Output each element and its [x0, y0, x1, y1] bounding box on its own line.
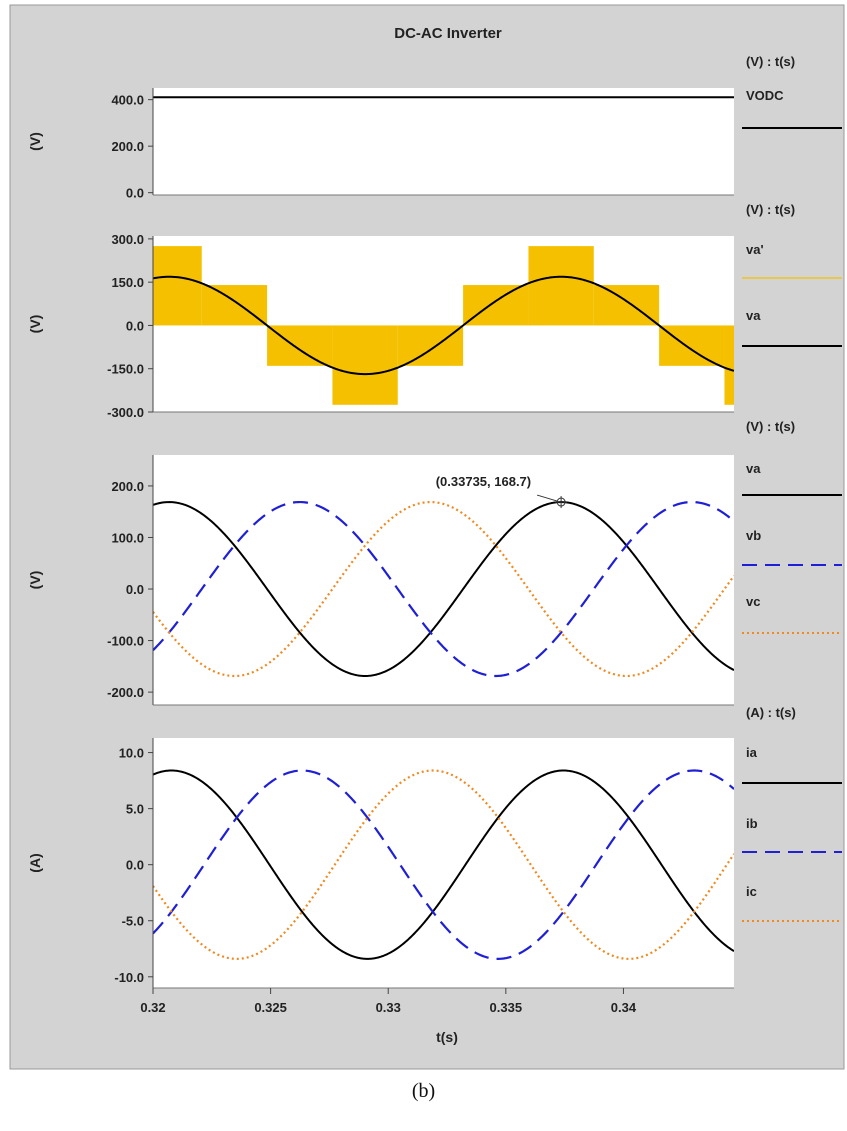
series-line-va: [153, 501, 734, 677]
figure-caption: (b): [411, 1080, 436, 1102]
y-axis-label: (V): [27, 132, 43, 151]
panel-4: 10.0 5.0 0.0 -5.0 -10.0 (A) (A) : t(s) ia ib ic 0.…: [27, 705, 842, 1045]
x-tick-label: 0.32: [140, 1000, 165, 1015]
pwm-band-segment: [201, 285, 268, 326]
legend-label-va-prime: va': [746, 242, 764, 257]
y-tick-label: -100.0: [107, 634, 144, 649]
panel-3: 200.0 100.0 0.0 -100.0 -200.0 (V) (V) : t(s) va…: [27, 419, 842, 706]
y-tick-label: -150.0: [107, 362, 144, 377]
annotation-leader: [536, 494, 558, 502]
y-tick-label: -10.0: [114, 970, 144, 985]
plot-layer: [153, 246, 734, 405]
pwm-band-segment: [463, 285, 529, 326]
pwm-band-segment: [332, 325, 398, 405]
y-axis-label: (V): [27, 571, 43, 590]
y-tick-label: -5.0: [122, 914, 144, 929]
pwm-band-segment: [267, 325, 333, 366]
plot-layer: [153, 769, 734, 960]
pwm-band-segment: [724, 325, 734, 405]
y-axis-label: (V): [27, 315, 43, 334]
y-tick-label: 0.0: [126, 186, 144, 201]
y-tick-label: -300.0: [107, 405, 144, 420]
pwm-band-segment: [593, 285, 660, 326]
y-tick-label: 400.0: [111, 93, 144, 108]
x-axis-label: t(s): [436, 1029, 458, 1045]
y-tick-label: 150.0: [111, 275, 144, 290]
pwm-band-segment: [528, 246, 594, 326]
y-tick-label: 5.0: [126, 802, 144, 817]
legend-label-va: va: [746, 461, 761, 476]
figure-title: DC-AC Inverter: [394, 25, 502, 42]
plot-area: [153, 88, 734, 195]
y-tick-label: 0.0: [126, 318, 144, 333]
plot-area: [153, 455, 734, 705]
legend-label-va: va: [746, 308, 761, 323]
series-line-va: [153, 275, 734, 376]
y-tick-label: 300.0: [111, 232, 144, 247]
y-tick-label: -200.0: [107, 685, 144, 700]
pwm-band-segment: [397, 325, 464, 366]
series-line-ib: [153, 769, 734, 960]
annotation-label: (0.33735, 168.7): [436, 474, 531, 489]
legend-label-ia: ia: [746, 745, 758, 760]
y-tick-label: 200.0: [111, 479, 144, 494]
y-tick-label: 0.0: [126, 858, 144, 873]
unit-header: (V) : t(s): [746, 54, 795, 69]
panel-1: 400.0 200.0 0.0 (V) (V) : t(s) VODC: [27, 54, 842, 201]
x-tick-label: 0.335: [490, 1000, 523, 1015]
series-line-ia: [153, 769, 734, 960]
unit-header: (V) : t(s): [746, 419, 795, 434]
panel-2: 300.0 150.0 0.0 -150.0 -300.0 (V) (V) : t(s) va…: [27, 202, 842, 420]
y-tick-label: 0.0: [126, 582, 144, 597]
x-tick-label: 0.325: [254, 1000, 287, 1015]
series-line-ic: [153, 769, 734, 960]
y-tick-label: 10.0: [119, 746, 144, 761]
unit-header: (A) : t(s): [746, 705, 796, 720]
legend-label-VODC: VODC: [746, 88, 784, 103]
legend-label-vb: vb: [746, 528, 761, 543]
x-tick-label: 0.34: [611, 1000, 637, 1015]
series-line-vc: [153, 500, 734, 678]
unit-header: (V) : t(s): [746, 202, 795, 217]
legend-label-vc: vc: [746, 594, 760, 609]
y-tick-label: 200.0: [111, 139, 144, 154]
series-line-vb: [153, 500, 734, 678]
plot-layer: [153, 500, 734, 678]
plot-area: [153, 738, 734, 988]
legend-label-ib: ib: [746, 816, 758, 831]
y-axis-label: (A): [27, 853, 43, 872]
y-tick-label: 100.0: [111, 530, 144, 545]
pwm-band-segment: [153, 246, 202, 326]
x-tick-label: 0.33: [376, 1000, 401, 1015]
pwm-band-segment: [659, 325, 725, 366]
legend-label-ic: ic: [746, 884, 757, 899]
